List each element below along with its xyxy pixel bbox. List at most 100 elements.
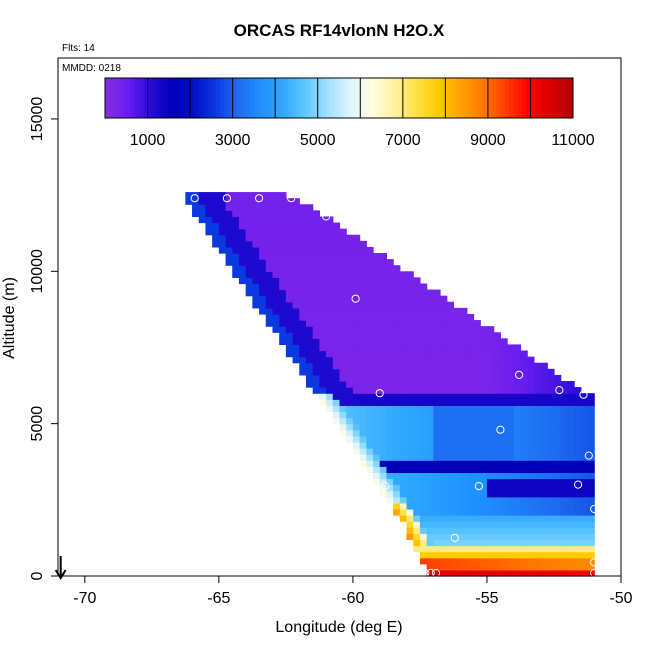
heatmap-cell bbox=[493, 551, 501, 559]
heatmap-cell bbox=[453, 496, 461, 504]
heatmap-cell bbox=[312, 350, 320, 358]
heatmap-cell bbox=[386, 295, 394, 303]
heatmap-cell bbox=[493, 399, 501, 406]
heatmap-cell bbox=[386, 289, 394, 297]
heatmap-cell bbox=[406, 454, 414, 461]
colorbar-swatch bbox=[139, 78, 144, 118]
heatmap-cell bbox=[527, 423, 535, 431]
heatmap-cell bbox=[567, 533, 575, 541]
heatmap-cell bbox=[486, 521, 495, 528]
heatmap-cell bbox=[574, 466, 582, 473]
heatmap-cell bbox=[453, 320, 461, 327]
heatmap-cell bbox=[326, 405, 334, 413]
heatmap-cell bbox=[265, 271, 274, 278]
heatmap-cell bbox=[285, 210, 294, 218]
heatmap-cell bbox=[466, 326, 475, 333]
heatmap-cell bbox=[366, 460, 374, 467]
heatmap-cell bbox=[272, 222, 280, 230]
heatmap-cell bbox=[393, 399, 401, 406]
heatmap-cell bbox=[259, 198, 267, 205]
heatmap-cell bbox=[486, 441, 495, 449]
heatmap-cell bbox=[553, 484, 562, 492]
heatmap-cell bbox=[580, 454, 589, 461]
heatmap-cell bbox=[513, 466, 522, 473]
heatmap-cell bbox=[399, 466, 408, 473]
heatmap-cell bbox=[567, 460, 575, 467]
heatmap-cell bbox=[527, 429, 535, 437]
chart-title: ORCAS RF14vlonN H2O.X bbox=[234, 21, 445, 40]
heatmap-cell bbox=[426, 435, 434, 443]
heatmap-cell bbox=[553, 435, 562, 443]
heatmap-cell bbox=[259, 234, 267, 242]
heatmap-cell bbox=[480, 380, 488, 388]
heatmap-cell bbox=[433, 502, 441, 510]
heatmap-cell bbox=[399, 435, 408, 443]
heatmap-cell bbox=[259, 210, 267, 218]
heatmap-cell bbox=[440, 539, 448, 547]
heatmap-cell bbox=[520, 472, 528, 480]
heatmap-cell bbox=[540, 405, 548, 413]
heatmap-cell bbox=[440, 435, 448, 443]
heatmap-cell bbox=[426, 508, 434, 516]
heatmap-cell bbox=[540, 435, 548, 443]
heatmap-cell bbox=[265, 198, 274, 205]
heatmap-cell bbox=[373, 301, 381, 309]
heatmap-cell bbox=[305, 338, 314, 346]
heatmap-cell bbox=[500, 508, 508, 516]
heatmap-cell bbox=[326, 265, 334, 272]
heatmap-cell bbox=[473, 545, 481, 553]
heatmap-cell bbox=[433, 435, 441, 443]
heatmap-cell bbox=[292, 259, 300, 266]
heatmap-cell bbox=[326, 289, 334, 297]
heatmap-cell bbox=[279, 216, 287, 224]
colorbar: 1000 3000 5000 7000 9000 11000 bbox=[104, 77, 595, 149]
heatmap-cell bbox=[373, 265, 381, 272]
heatmap-cell bbox=[252, 240, 260, 248]
heatmap-cell bbox=[426, 423, 434, 431]
heatmap-cell bbox=[553, 502, 562, 510]
heatmap-cell bbox=[587, 508, 595, 516]
heatmap-cell bbox=[265, 295, 274, 303]
sample-point bbox=[496, 425, 505, 434]
heatmap-cell bbox=[406, 271, 414, 278]
heatmap-cell bbox=[346, 399, 354, 406]
heatmap-cell bbox=[513, 551, 522, 559]
heatmap-cell bbox=[285, 222, 294, 230]
heatmap-cell bbox=[319, 350, 327, 358]
heatmap-cell bbox=[560, 399, 568, 406]
heatmap-cell bbox=[339, 234, 347, 242]
heatmap-cell bbox=[486, 405, 495, 413]
heatmap-cell bbox=[480, 539, 488, 547]
heatmap-cell bbox=[413, 380, 421, 388]
heatmap-cell bbox=[352, 399, 361, 406]
heatmap-cell bbox=[305, 259, 314, 266]
heatmap-cell bbox=[466, 533, 475, 541]
heatmap-cell bbox=[413, 368, 421, 376]
heatmap-cell bbox=[527, 380, 535, 388]
heatmap-cell bbox=[238, 246, 247, 254]
heatmap-cell bbox=[507, 515, 515, 522]
heatmap-cell bbox=[406, 295, 414, 303]
heatmap-cell bbox=[460, 490, 468, 498]
heatmap-cell bbox=[547, 466, 555, 473]
heatmap-cell bbox=[279, 332, 287, 339]
heatmap-cell bbox=[393, 320, 401, 327]
heatmap-cell bbox=[453, 454, 461, 461]
colorbar-swatch bbox=[185, 78, 191, 118]
heatmap-cell bbox=[426, 356, 434, 364]
heatmap-cell bbox=[580, 435, 589, 443]
heatmap-cell bbox=[587, 435, 595, 443]
heatmap-cell bbox=[453, 563, 461, 571]
heatmap-cell bbox=[312, 301, 320, 309]
x-tick-label: -70 bbox=[73, 590, 96, 607]
heatmap-cell bbox=[359, 253, 367, 260]
heatmap-cell bbox=[446, 411, 455, 419]
heatmap-cell bbox=[580, 508, 589, 516]
heatmap-cell bbox=[480, 344, 488, 352]
heatmap-cell bbox=[500, 472, 508, 480]
heatmap-cell bbox=[406, 466, 414, 473]
heatmap-cell bbox=[366, 344, 374, 352]
heatmap-cell bbox=[299, 289, 307, 297]
heatmap-cell bbox=[567, 527, 575, 534]
heatmap-cell bbox=[339, 344, 347, 352]
